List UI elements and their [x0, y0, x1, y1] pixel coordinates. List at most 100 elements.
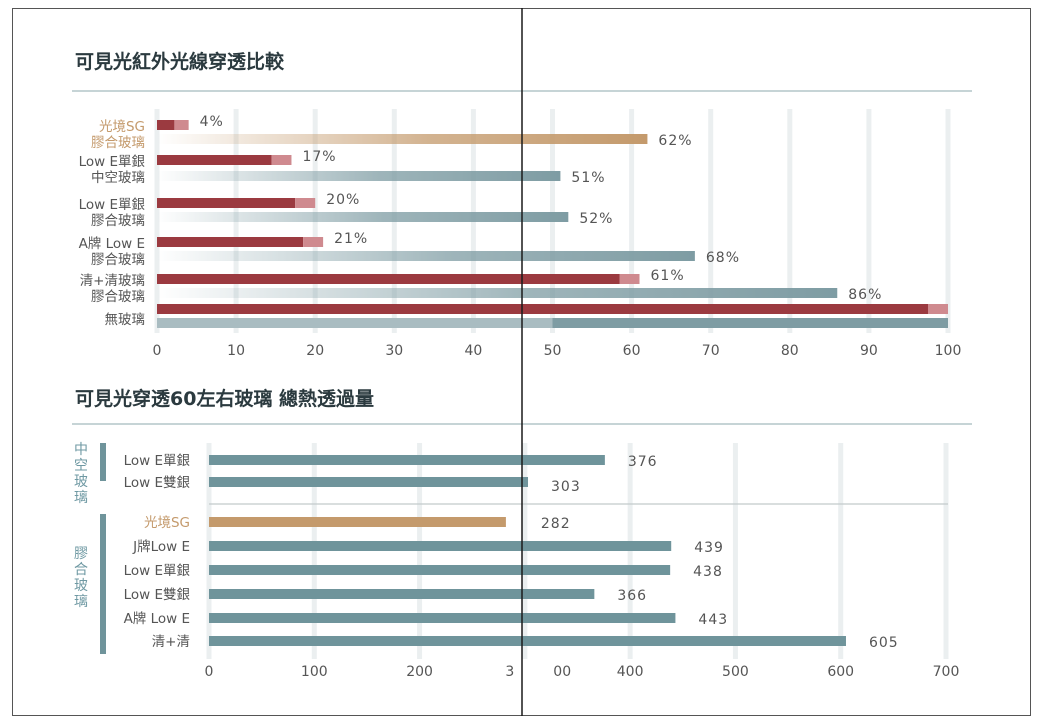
chart1-category-label: 中空玻璃	[91, 169, 145, 186]
chart2-bar	[209, 613, 676, 623]
chart2-value-label: 438	[693, 564, 723, 580]
chart2-value-label: 282	[541, 516, 571, 532]
chart2-bar	[209, 517, 506, 527]
chart1-x-tick-label: 10	[227, 343, 245, 359]
chart2-value-label: 443	[698, 612, 728, 628]
chart2-gridline	[943, 443, 949, 659]
chart2-x-tick-label: 500	[722, 664, 749, 680]
chart1-category-label: 無玻璃	[105, 311, 146, 328]
chart2-category-label: Low E雙銀	[124, 475, 191, 491]
chart2-value-label: 303	[551, 479, 581, 495]
chart2-x-tick-label: 700	[933, 664, 960, 680]
chart2-x-tick-label: 00	[553, 664, 571, 680]
chart2-group-bracket	[100, 443, 106, 481]
chart2-bar	[209, 636, 846, 646]
chart1-infrared-value-label: 61%	[651, 268, 685, 284]
chart2-gridline	[732, 443, 738, 659]
chart1-x-tick-label: 80	[781, 343, 799, 359]
chart1-infrared-bar-tip	[271, 155, 292, 165]
chart1-x-tick-label: 90	[860, 343, 878, 359]
chart2-x-tick-label: 0	[205, 664, 214, 680]
chart2-value-label: 376	[628, 454, 658, 470]
chart2-x-tick-label: 200	[406, 664, 433, 680]
chart1-infrared-bar	[157, 274, 620, 284]
chart1-visible-bar-right	[552, 318, 948, 328]
chart1-gridline	[866, 109, 872, 333]
chart2-gridline	[838, 443, 844, 659]
chart1-x-tick-label: 60	[623, 343, 641, 359]
chart2-value-label: 366	[617, 588, 647, 604]
chart1-x-tick-label: 20	[306, 343, 324, 359]
chart1-visible-bar	[157, 212, 569, 222]
chart1-infrared-bar-tip	[303, 237, 324, 247]
chart2-group-label-char: 空	[74, 458, 88, 474]
chart2-group-label-char: 中	[74, 442, 88, 458]
chart1-category-label: 光境SG	[99, 119, 145, 135]
chart2-category-label: 光境SG	[144, 515, 190, 531]
chart1-category-label: 膠合玻璃	[91, 251, 145, 268]
chart1-infrared-bar-tip	[174, 120, 189, 130]
chart2-group-label-char: 璃	[74, 489, 88, 506]
chart2-value-label: 605	[869, 635, 899, 651]
chart1-infrared-bar-tip	[619, 274, 640, 284]
chart1-infrared-bar	[157, 304, 928, 314]
chart1-visible-bar	[157, 288, 838, 298]
chart1-visible-value-label: 62%	[658, 133, 692, 149]
chart1-category-label: 清+清玻璃	[80, 272, 145, 289]
chart1-category-label: Low E單銀	[79, 197, 146, 213]
chart1-category-label: 膠合玻璃	[91, 134, 145, 151]
chart1-x-tick-label: 30	[385, 343, 403, 359]
chart1-gridline	[629, 109, 635, 333]
chart2-category-label: A牌 Low E	[124, 610, 190, 627]
chart1-visible-value-label: 86%	[848, 287, 882, 303]
chart2-x-tick-label: 3	[505, 664, 514, 680]
chart2-bar	[209, 455, 605, 465]
chart2-group-bracket	[100, 514, 106, 654]
chart1-infrared-value-label: 21%	[334, 231, 368, 247]
chart2-title: 可見光穿透60左右玻璃 總熱透過量	[75, 387, 374, 410]
chart2-group-label-char: 璃	[74, 593, 88, 610]
chart1-x-tick-label: 100	[935, 343, 962, 359]
chart1-visible-value-label: 68%	[706, 250, 740, 266]
chart1-x-tick-label: 50	[544, 343, 562, 359]
chart1-x-tick-label: 70	[702, 343, 720, 359]
chart1-category-label: 膠合玻璃	[91, 212, 145, 229]
chart2-group-label-char: 玻	[74, 578, 88, 594]
chart2-bar	[209, 565, 671, 575]
chart2-bar	[209, 477, 529, 487]
chart2-group-label-char: 玻	[74, 474, 88, 490]
chart1-infrared-bar	[157, 155, 272, 165]
chart2-category-label: Low E單銀	[124, 563, 191, 579]
chart2-x-tick-label: 600	[827, 664, 854, 680]
chart1-x-tick-label: 0	[153, 343, 162, 359]
chart1-visible-bar	[157, 251, 695, 261]
chart1-infrared-bar	[157, 237, 304, 247]
chart1-visible-value-label: 51%	[571, 170, 605, 186]
chart1-category-label: Low E單銀	[79, 154, 146, 170]
chart1-infrared-bar	[157, 198, 296, 208]
chart2-group-label-char: 合	[74, 562, 88, 578]
chart2-value-label: 439	[694, 540, 724, 556]
chart1-visible-value-label: 52%	[579, 211, 613, 227]
chart2-category-label: J牌Low E	[132, 538, 190, 555]
chart2-category-label: 清+清	[152, 634, 190, 650]
chart1-category-label: 膠合玻璃	[91, 288, 145, 305]
chart1-gridline	[708, 109, 714, 333]
chart2-x-tick-label: 100	[301, 664, 328, 680]
chart1-gridline	[945, 109, 951, 333]
chart1-title: 可見光紅外光線穿透比較	[75, 50, 285, 73]
chart2-x-tick-label: 400	[617, 664, 644, 680]
chart2-bar	[209, 541, 672, 551]
chart2-category-label: Low E單銀	[124, 453, 191, 469]
chart1-gridline	[787, 109, 793, 333]
chart1-infrared-bar-tip	[295, 198, 316, 208]
chart2-bar	[209, 589, 595, 599]
chart1-infrared-value-label: 17%	[302, 149, 336, 165]
chart1-visible-bar	[157, 134, 648, 144]
chart1-infrared-value-label: 4%	[200, 114, 224, 130]
chart2-group-label-char: 膠	[74, 546, 88, 562]
chart1-x-tick-label: 40	[464, 343, 482, 359]
chart1-infrared-bar-tip	[928, 304, 948, 314]
chart2-category-label: Low E雙銀	[124, 587, 191, 603]
